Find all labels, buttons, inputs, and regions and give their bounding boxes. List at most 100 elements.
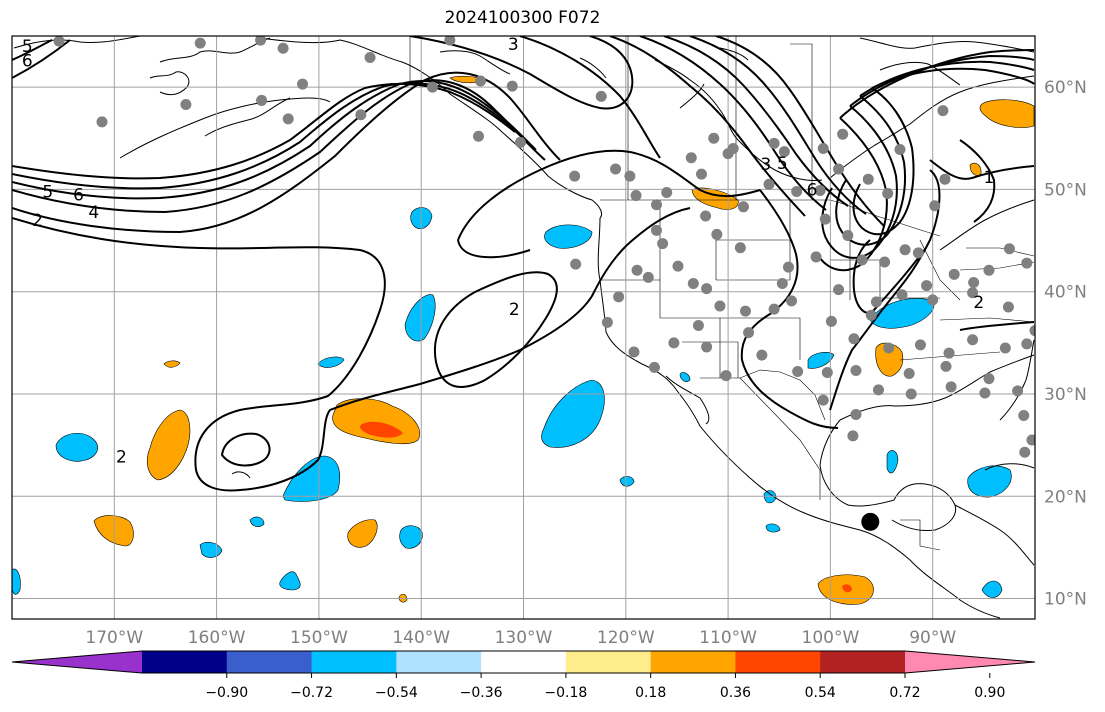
contour-line [959,139,996,223]
contour-line [815,117,888,272]
colorbar-extend-low [12,651,142,673]
contour-label: 2 [973,293,984,313]
warm-patch [93,515,134,547]
cool-patch [541,379,605,448]
station-dot [722,148,734,160]
station-dot [983,264,995,276]
cool-patch [967,465,1012,498]
station-dot [810,251,822,263]
station-dot [180,99,192,111]
cool-patch [765,523,781,533]
station-dot [833,284,845,296]
station-dot [297,78,309,90]
station-dot [475,75,487,87]
station-dot [628,346,640,358]
station-dot [277,42,289,54]
cool-patch [886,450,899,474]
contour-line [12,207,691,492]
contour-label: 3 [761,155,772,175]
warm-core-patch [360,421,403,438]
warm-patch [163,360,181,368]
station-dot [720,370,732,382]
contour-line [519,36,661,159]
cool-patch [55,432,98,462]
station-dot [905,388,917,400]
station-dot [945,381,957,393]
latitude-label: 20°N [1044,487,1087,507]
contour-line [715,36,885,227]
station-dot [825,315,837,327]
warm-patch [969,162,982,176]
colorbar-outline [11,650,1036,674]
station-dot [999,342,1011,354]
station-dot [1002,301,1014,313]
colorbar-bin [226,651,313,673]
station-dot [819,213,831,225]
station-dot [1058,312,1069,323]
cool-patch [249,516,265,527]
contour-label: 1 [984,168,995,188]
longitude-label: 160°W [188,628,246,648]
colorbar-label: 0.18 [635,685,666,701]
contour-label: 2 [32,211,43,231]
station-dot [514,136,526,148]
station-dot [943,347,955,359]
station-dot [850,364,862,376]
shaded-field [12,75,1035,605]
contour-line [409,36,634,110]
station-dot [668,337,680,349]
colorbar: −0.90 −0.72 −0.54 −0.36 −0.18 0.18 0.36 0.54 0.7… [11,650,1036,701]
map-frame [11,35,1036,620]
station-dot [847,430,859,442]
station-dot [1045,251,1056,262]
contour-line [639,36,827,211]
station-dot [929,200,941,212]
contour-line [12,79,546,214]
station-dot [894,144,906,156]
station-dot [983,373,995,385]
station-dot [792,365,804,377]
station-dot [870,296,882,308]
station-dot [896,289,908,301]
station-dot [879,256,891,268]
coastlines [13,36,1035,619]
station-dot [967,287,979,299]
colorbar-label: −0.36 [460,685,503,701]
contour-line [12,82,526,190]
station-dot [1021,257,1033,269]
station-dot [1003,243,1015,255]
graticule [12,36,1035,619]
longitude-label: 150°W [290,628,348,648]
station-dot [848,333,860,345]
colorbar-bin [142,651,228,673]
station-dot [700,210,712,222]
station-dot [862,173,874,185]
station-dot [613,291,625,303]
station-dot [661,186,673,198]
colorbar-label: 0.36 [720,685,751,701]
station-dot [903,368,915,380]
station-dot [282,113,294,125]
contour-label: 2 [116,447,127,467]
map-title: 2024100300 F072 [444,8,601,28]
station-dot [426,81,438,93]
station-dot [601,316,613,328]
station-dot [817,394,829,406]
longitude-label: 100°W [802,628,860,648]
longitude-label: 140°W [392,628,450,648]
cool-patch [404,294,436,342]
station-dot [650,199,662,211]
station-dot [743,327,755,339]
station-dot [1018,409,1030,421]
station-dot [927,294,939,306]
contour-label: 6 [807,180,818,200]
station-dot [569,170,581,182]
contour-line [689,36,867,215]
station-dot [595,90,607,102]
contour-line [829,169,941,411]
station-dot [701,341,713,353]
latitude-label: 60°N [1044,78,1087,98]
station-dot [837,128,849,140]
